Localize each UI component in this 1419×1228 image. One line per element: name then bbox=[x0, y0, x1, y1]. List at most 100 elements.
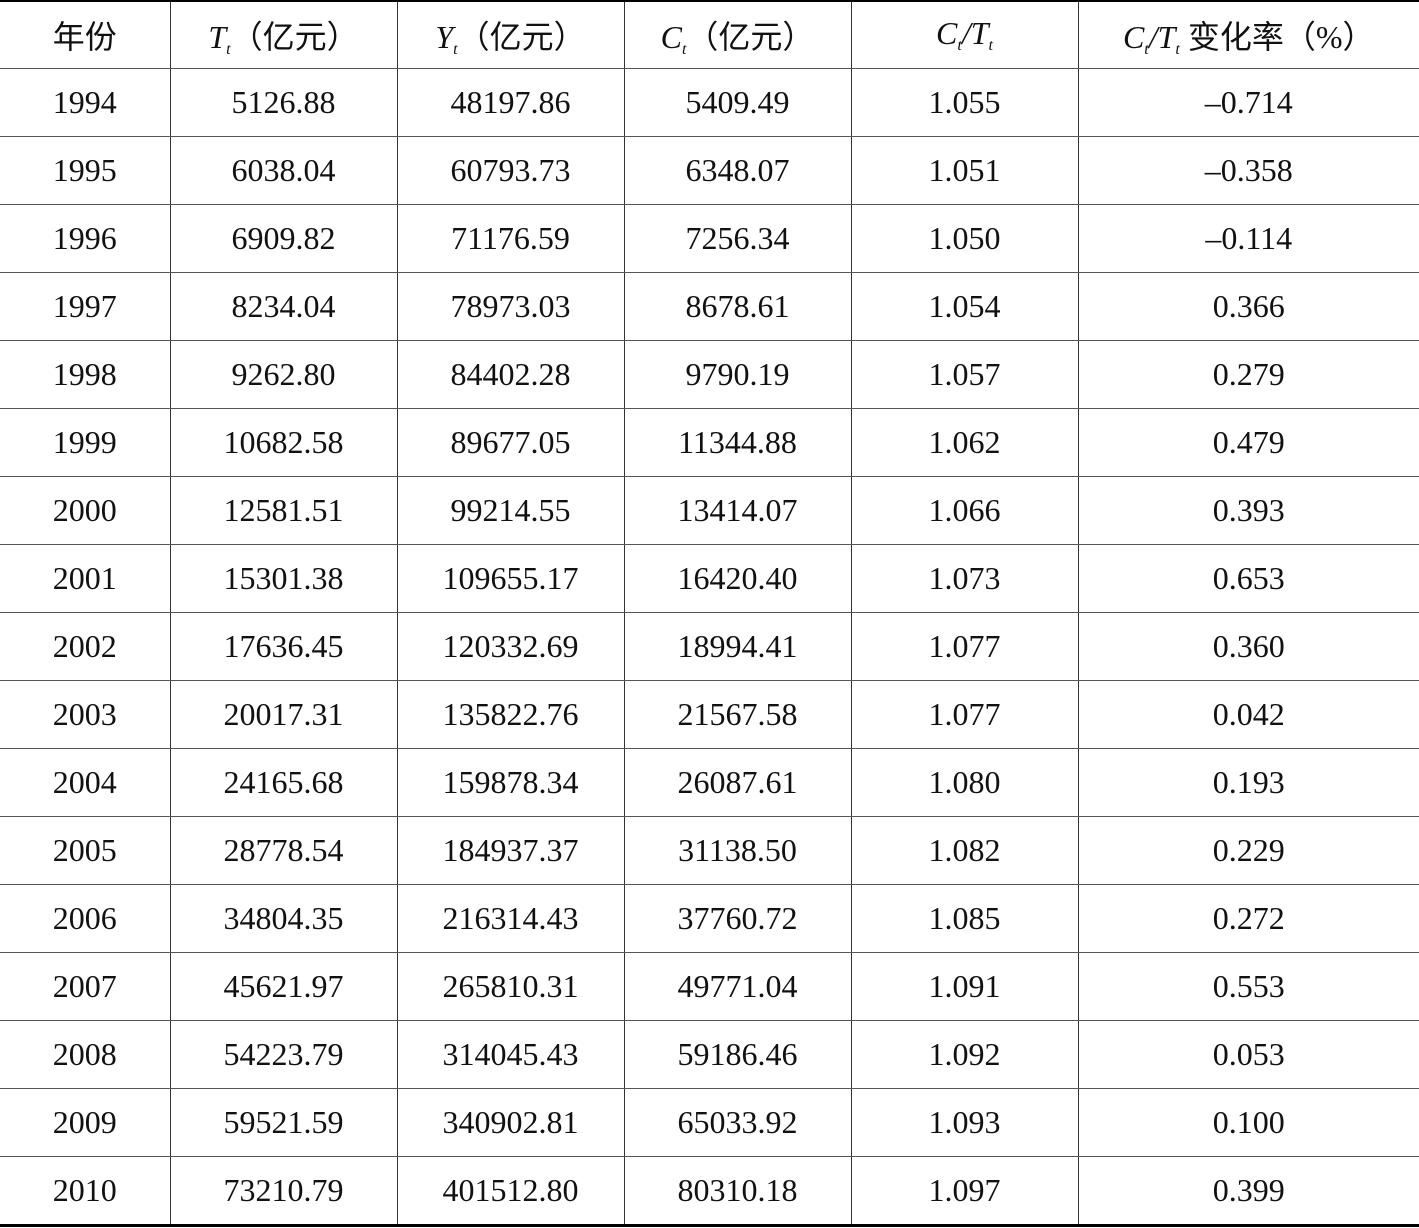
table-cell: 84402.28 bbox=[396, 340, 624, 409]
table-cell: 1.077 bbox=[850, 612, 1078, 681]
table-cell: 5126.88 bbox=[169, 68, 397, 137]
table-row: 2010 73210.79 401512.80 80310.18 1.097 0.399 bbox=[0, 1156, 1419, 1226]
table-row: 2005 28778.54 184937.37 31138.50 1.082 0.229 bbox=[0, 816, 1419, 885]
table-row: 2007 45621.97 265810.31 49771.04 1.091 0.553 bbox=[0, 952, 1419, 1021]
table-cell: 2003 bbox=[0, 680, 170, 749]
table-cell: 1.097 bbox=[850, 1156, 1078, 1226]
table-cell: –0.714 bbox=[1077, 68, 1419, 137]
table-cell: 65033.92 bbox=[623, 1088, 851, 1157]
header-text: T bbox=[208, 18, 227, 55]
table-cell: 1.066 bbox=[850, 476, 1078, 545]
table-cell: 28778.54 bbox=[169, 816, 397, 885]
table-cell: 60793.73 bbox=[396, 136, 624, 205]
table-cell: 2005 bbox=[0, 816, 170, 885]
table-cell: –0.358 bbox=[1077, 136, 1419, 205]
table-row: 2008 54223.79 314045.43 59186.46 1.092 0.053 bbox=[0, 1020, 1419, 1089]
table-cell: 8234.04 bbox=[169, 272, 397, 341]
table-cell: 2006 bbox=[0, 884, 170, 953]
table-cell: 109655.17 bbox=[396, 544, 624, 613]
table-cell: 0.100 bbox=[1077, 1088, 1419, 1157]
table-cell: 0.272 bbox=[1077, 884, 1419, 953]
header-text: C bbox=[1122, 18, 1145, 55]
header-text: t bbox=[1175, 40, 1180, 58]
table-cell: 1.055 bbox=[850, 68, 1078, 137]
table-cell: 26087.61 bbox=[623, 748, 851, 817]
header-text: （亿元） bbox=[230, 18, 359, 55]
table-cell: 0.360 bbox=[1077, 612, 1419, 681]
table-cell: –0.114 bbox=[1077, 204, 1419, 273]
table-cell: 1997 bbox=[0, 272, 170, 341]
table-cell: 89677.05 bbox=[396, 408, 624, 477]
table-cell: 1.093 bbox=[850, 1088, 1078, 1157]
table-cell: 15301.38 bbox=[169, 544, 397, 613]
table-cell: 31138.50 bbox=[623, 816, 851, 885]
header-text: t bbox=[957, 37, 962, 54]
header-text: t bbox=[226, 40, 231, 58]
table-cell: 2008 bbox=[0, 1020, 170, 1089]
header-row: 年份 Tt（亿元） Yt（亿元） Ct（亿元） Ct/Tt Ct/Tt 变化率（%） bbox=[0, 1, 1419, 69]
table-cell: 2002 bbox=[0, 612, 170, 681]
table-cell: 11344.88 bbox=[623, 408, 851, 477]
table-cell: 0.653 bbox=[1077, 544, 1419, 613]
table-cell: 18994.41 bbox=[623, 612, 851, 681]
header-text: C bbox=[660, 18, 682, 55]
table-cell: 37760.72 bbox=[623, 884, 851, 953]
table-cell: 9790.19 bbox=[623, 340, 851, 409]
table-cell: 0.393 bbox=[1077, 476, 1419, 545]
table-cell: 2000 bbox=[0, 476, 170, 545]
table-cell: 1999 bbox=[0, 408, 170, 477]
header-text: /T bbox=[1148, 18, 1176, 55]
table-cell: 1.085 bbox=[850, 884, 1078, 953]
table-cell: 20017.31 bbox=[169, 680, 397, 749]
table-cell: 78973.03 bbox=[396, 272, 624, 341]
table-cell: 1996 bbox=[0, 204, 170, 273]
header-text: t bbox=[988, 37, 993, 54]
header-text: t bbox=[1144, 40, 1149, 58]
header-text: （亿元） bbox=[457, 18, 586, 55]
table-cell: 2010 bbox=[0, 1156, 170, 1226]
table-cell: 1995 bbox=[0, 136, 170, 205]
header-cell: Ct/Tt 变化率（%） bbox=[1077, 1, 1419, 69]
header-text: Y bbox=[435, 18, 454, 55]
table-cell: 1.050 bbox=[850, 204, 1078, 273]
table-cell: 1.082 bbox=[850, 816, 1078, 885]
table-row: 2004 24165.68 159878.34 26087.61 1.080 0.193 bbox=[0, 748, 1419, 817]
header-cell: Yt（亿元） bbox=[396, 1, 624, 69]
table-cell: 71176.59 bbox=[396, 204, 624, 273]
table-row: 2001 15301.38 109655.17 16420.40 1.073 0.653 bbox=[0, 544, 1419, 613]
table-row: 1994 5126.88 48197.86 5409.49 1.055 –0.714 bbox=[0, 68, 1419, 137]
header-cell: Tt（亿元） bbox=[169, 1, 397, 69]
table-cell: 0.229 bbox=[1077, 816, 1419, 885]
header-text: （亿元） bbox=[686, 18, 815, 55]
table-cell: 1.057 bbox=[850, 340, 1078, 409]
table-cell: 1.051 bbox=[850, 136, 1078, 205]
table-cell: 13414.07 bbox=[623, 476, 851, 545]
table-cell: 0.366 bbox=[1077, 272, 1419, 341]
table-cell: 6038.04 bbox=[169, 136, 397, 205]
table-cell: 1.091 bbox=[850, 952, 1078, 1021]
table-cell: 2009 bbox=[0, 1088, 170, 1157]
header-text: t bbox=[453, 40, 458, 58]
table-cell: 5409.49 bbox=[623, 68, 851, 137]
table-row: 1999 10682.58 89677.05 11344.88 1.062 0.479 bbox=[0, 408, 1419, 477]
table-cell: 2007 bbox=[0, 952, 170, 1021]
table-row: 2003 20017.31 135822.76 21567.58 1.077 0.042 bbox=[0, 680, 1419, 749]
header-cell: Ct/Tt bbox=[850, 1, 1078, 69]
table-cell: 0.053 bbox=[1077, 1020, 1419, 1089]
table-cell: 80310.18 bbox=[623, 1156, 851, 1226]
table-row: 2006 34804.35 216314.43 37760.72 1.085 0.272 bbox=[0, 884, 1419, 953]
table-cell: 1.054 bbox=[850, 272, 1078, 341]
table-cell: 2004 bbox=[0, 748, 170, 817]
header-text: 年份 bbox=[52, 19, 117, 55]
table-cell: 135822.76 bbox=[396, 680, 624, 749]
table-cell: 12581.51 bbox=[169, 476, 397, 545]
header-text: t bbox=[681, 40, 687, 58]
table-cell: 0.042 bbox=[1077, 680, 1419, 749]
table-cell: 184937.37 bbox=[396, 816, 624, 885]
table-cell: 159878.34 bbox=[396, 748, 624, 817]
table-cell: 49771.04 bbox=[623, 952, 851, 1021]
table-row: 1997 8234.04 78973.03 8678.61 1.054 0.366 bbox=[0, 272, 1419, 341]
table-row: 2002 17636.45 120332.69 18994.41 1.077 0.360 bbox=[0, 612, 1419, 681]
